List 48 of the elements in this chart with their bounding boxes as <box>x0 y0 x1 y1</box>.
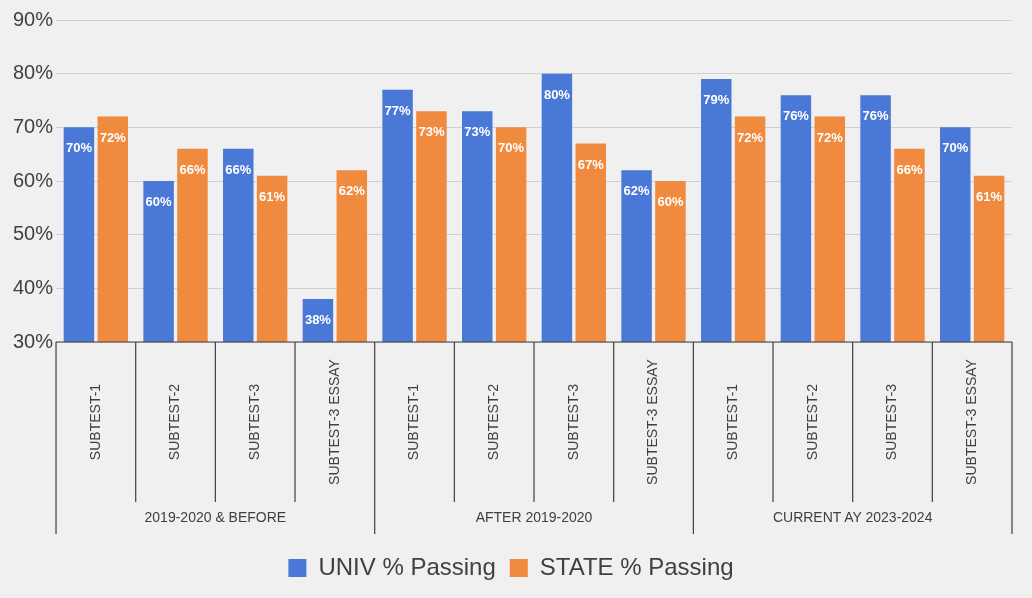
y-tick-label: 90% <box>13 7 54 30</box>
data-label: 61% <box>976 188 1003 204</box>
data-label: 72% <box>737 129 764 145</box>
data-label: 66% <box>179 161 206 177</box>
data-label: 77% <box>384 102 412 118</box>
data-label: 72% <box>816 129 844 145</box>
legend-label: STATE % Passing <box>539 552 734 580</box>
y-tick-label: 60% <box>13 168 54 191</box>
data-label: 76% <box>862 108 890 124</box>
y-tick-label: 40% <box>13 275 54 298</box>
legend-label: UNIV % Passing <box>318 552 496 580</box>
data-label: 70% <box>942 140 969 156</box>
x-tick-label: SUBTEST-1 <box>86 383 103 461</box>
x-tick-label: SUBTEST-1 <box>405 383 422 461</box>
data-label: 38% <box>304 312 332 328</box>
data-label: 73% <box>418 124 445 140</box>
x-tick-label: SUBTEST-1 <box>724 383 741 461</box>
data-label: 70% <box>498 140 525 156</box>
data-label: 60% <box>145 194 173 210</box>
y-tick-label: 70% <box>13 114 54 137</box>
x-tick-label: SUBTEST-3 ESSAY <box>644 358 661 485</box>
data-label: 66% <box>896 161 923 177</box>
data-label: 62% <box>338 183 366 199</box>
data-label: 76% <box>782 108 810 124</box>
text: 2019-2020 & BEFORE <box>144 508 287 525</box>
x-tick-label: SUBTEST-2 <box>166 383 183 461</box>
data-label: 73% <box>464 124 491 140</box>
text: CURRENT AY 2023-2024 <box>772 508 933 525</box>
x-tick-label: SUBTEST-2 <box>803 383 820 461</box>
data-label: 80% <box>543 86 571 102</box>
y-tick-label: 50% <box>13 222 54 245</box>
x-tick-label: SUBTEST-3 <box>564 383 581 461</box>
data-label: 62% <box>623 183 651 199</box>
x-tick-label: SUBTEST-2 <box>485 383 502 461</box>
data-label: 60% <box>657 194 684 210</box>
x-tick-label: SUBTEST-3 <box>246 383 263 461</box>
data-label: 66% <box>225 161 252 177</box>
data-label: 70% <box>65 140 93 156</box>
y-tick-label: 80% <box>13 61 54 84</box>
y-tick-label: 30% <box>13 329 54 352</box>
x-tick-label: SUBTEST-3 <box>883 383 900 461</box>
x-tick-label: SUBTEST-3 ESSAY <box>325 358 342 485</box>
data-label: 67% <box>577 156 605 172</box>
data-label: 72% <box>99 129 127 145</box>
data-label: 61% <box>259 188 286 204</box>
text: AFTER 2019-2020 <box>475 508 593 525</box>
x-tick-label: SUBTEST-3 ESSAY <box>963 358 980 485</box>
data-label: 79% <box>703 92 730 108</box>
